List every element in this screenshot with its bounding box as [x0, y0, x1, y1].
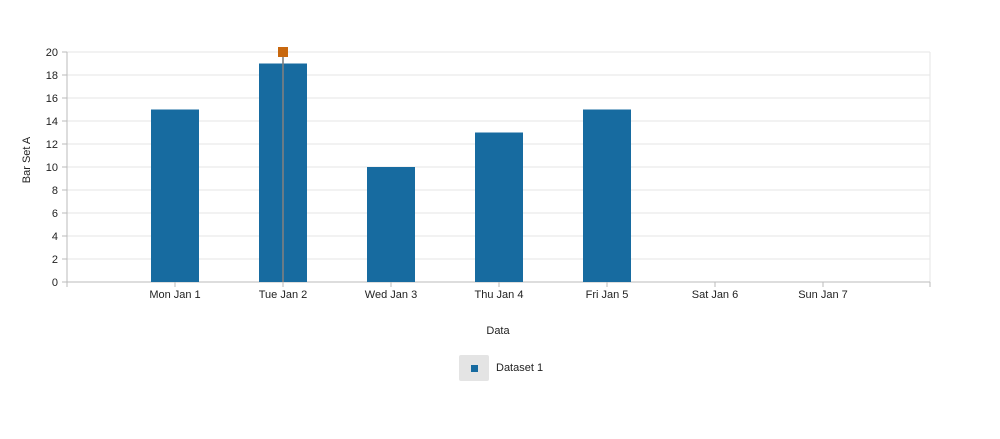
y-tick-label: 6 [52, 208, 58, 220]
bar-wed-jan-3[interactable] [367, 167, 415, 282]
bar-mon-jan-1[interactable] [151, 109, 199, 283]
y-tick-label: 18 [46, 70, 58, 82]
x-tick-label: Sat Jan 6 [692, 289, 738, 301]
legend-swatch-icon [470, 364, 478, 372]
x-tick-label: Tue Jan 2 [259, 289, 308, 301]
x-tick-label: Mon Jan 1 [149, 289, 200, 301]
x-axis-ticks: Mon Jan 1 Tue Jan 2 Wed Jan 3 Thu Jan 4 Fri … [149, 282, 848, 301]
y-tick-label: 0 [52, 277, 58, 289]
y-tick-label: 8 [52, 185, 58, 197]
bar-thu-jan-4[interactable] [475, 132, 523, 283]
x-tick-label: Sun Jan 7 [798, 289, 848, 301]
y-tick-label: 2 [52, 254, 58, 266]
legend-toggle-dataset-1[interactable] [459, 355, 489, 381]
bar-fri-jan-5[interactable] [583, 109, 631, 283]
y-tick-label: 20 [46, 47, 58, 59]
legend: Dataset 1 [459, 355, 543, 381]
y-tick-label: 10 [46, 162, 58, 174]
y-tick-label: 12 [46, 139, 58, 151]
legend-label: Dataset 1 [496, 362, 544, 374]
hover-highlight [278, 47, 288, 282]
hover-marker-icon [278, 47, 288, 57]
x-tick-label: Fri Jan 5 [586, 289, 629, 301]
x-tick-label: Wed Jan 3 [365, 289, 417, 301]
y-axis-title: Bar Set A [21, 136, 33, 183]
y-tick-label: 4 [52, 231, 58, 243]
x-tick-label: Thu Jan 4 [475, 289, 524, 301]
x-axis-title: Data [486, 325, 510, 337]
bars [151, 63, 631, 283]
y-axis-ticks: 0 2 4 6 8 10 12 14 16 18 20 [46, 47, 67, 289]
y-tick-label: 16 [46, 93, 58, 105]
y-tick-label: 14 [46, 116, 58, 128]
